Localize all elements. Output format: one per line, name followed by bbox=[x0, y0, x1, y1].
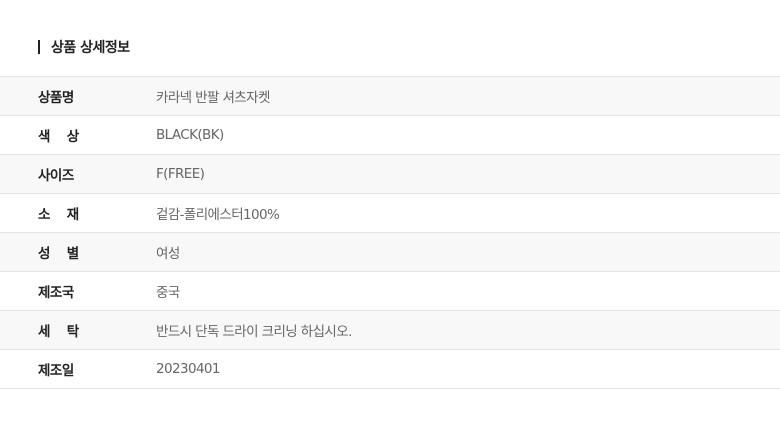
row-label: 제조일 bbox=[38, 363, 74, 379]
title-bar-decoration bbox=[38, 40, 40, 54]
row-label: 색 상 bbox=[38, 129, 79, 145]
row-label: 상품명 bbox=[38, 90, 74, 106]
table-row: 제조일 20230401 bbox=[0, 350, 780, 389]
row-value: 여성 bbox=[156, 246, 180, 262]
table-row: 상품명 카라넥 반팔 셔츠자켓 bbox=[0, 77, 780, 116]
row-value: 겉감-폴리에스터100% bbox=[156, 207, 280, 223]
row-value: 20230401 bbox=[156, 361, 221, 377]
row-label: 제조국 bbox=[38, 285, 74, 301]
table-row: 색 상 BLACK(BK) bbox=[0, 116, 780, 155]
table-row: 사이즈 F(FREE) bbox=[0, 155, 780, 194]
row-value: 중국 bbox=[156, 285, 180, 301]
row-value: BLACK(BK) bbox=[156, 127, 224, 143]
product-detail-table: 상품명 카라넥 반팔 셔츠자켓 색 상 BLACK(BK) 사이즈 F(FREE) 소… bbox=[0, 76, 780, 389]
row-value: F(FREE) bbox=[156, 166, 205, 182]
table-row: 제조국 중국 bbox=[0, 272, 780, 311]
row-label: 사이즈 bbox=[38, 168, 74, 184]
section-title: 상품 상세정보 bbox=[51, 40, 130, 56]
row-value: 카라넥 반팔 셔츠자켓 bbox=[156, 90, 270, 106]
row-label: 성 별 bbox=[38, 246, 79, 262]
table-row: 성 별 여성 bbox=[0, 233, 780, 272]
row-value: 반드시 단독 드라이 크리닝 하십시오. bbox=[156, 324, 352, 340]
section-header: 상품 상세정보 bbox=[38, 37, 130, 57]
table-row: 소 재 겉감-폴리에스터100% bbox=[0, 194, 780, 233]
row-label: 소 재 bbox=[38, 207, 79, 223]
table-row: 세 탁 반드시 단독 드라이 크리닝 하십시오. bbox=[0, 311, 780, 350]
row-label: 세 탁 bbox=[38, 324, 79, 340]
